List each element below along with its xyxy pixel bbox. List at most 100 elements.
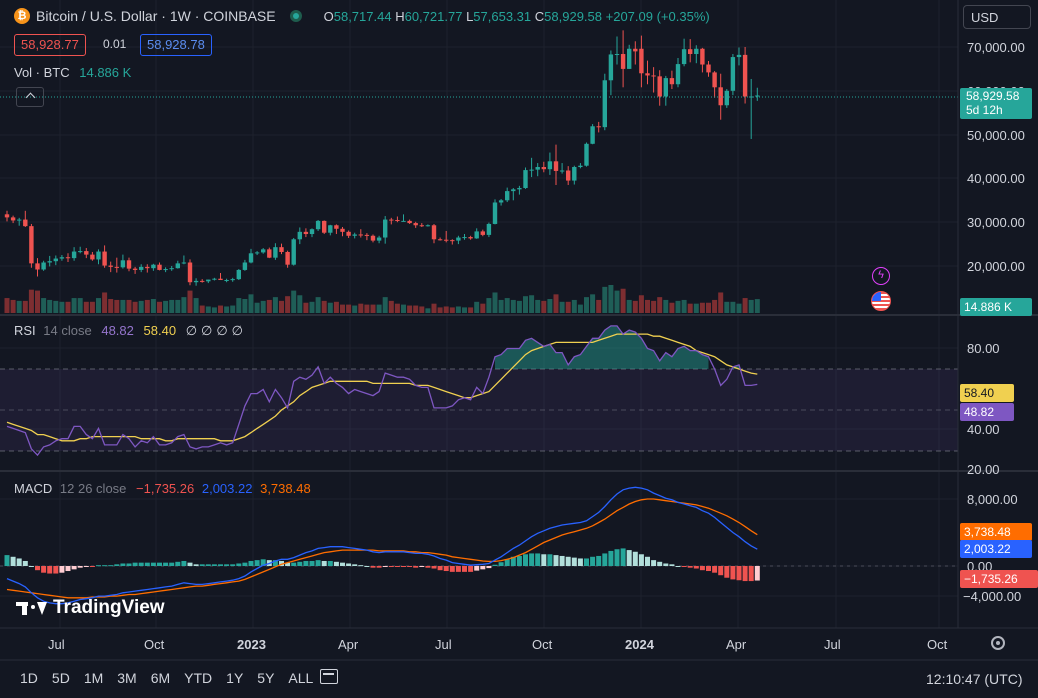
last-price-tag: 58,929.58 5d 12h [960, 88, 1032, 119]
macd-histogram-bar [340, 562, 345, 566]
candle-body [279, 247, 284, 252]
volume-bar [65, 301, 71, 313]
currency-select[interactable]: USD [963, 5, 1031, 29]
rsi-tick-label: 20.00 [967, 462, 1000, 477]
volume-bar [584, 297, 589, 313]
macd-histogram-bar [559, 555, 565, 566]
volume-bar [413, 305, 419, 313]
macd-histogram-bar [358, 565, 364, 567]
candle-body [639, 48, 644, 74]
volume-bar [224, 306, 230, 313]
volume-bar [681, 299, 687, 313]
low-value: 57,653.31 [473, 8, 532, 24]
candle-body [456, 237, 461, 241]
open-label: O [323, 8, 334, 24]
candle-body [169, 268, 174, 270]
candle-body [590, 126, 595, 144]
clock[interactable]: 12:10:47 (UTC) [926, 671, 1023, 687]
range-6m[interactable]: 6M [150, 670, 171, 686]
volume-bar [333, 301, 339, 313]
macd-histogram-bar [748, 566, 754, 582]
range-3m[interactable]: 3M [117, 670, 137, 686]
range-1m[interactable]: 1M [83, 670, 104, 686]
macd-histogram-bar [163, 562, 169, 566]
volume-bar [193, 298, 199, 313]
volume-bar [138, 300, 144, 313]
symbol-title[interactable]: Bitcoin / U.S. Dollar · 1W · COINBASE [36, 8, 276, 24]
macd-histogram-bar [65, 566, 71, 572]
na-icon: ∅ [201, 323, 217, 338]
candle-body [267, 249, 272, 258]
macd-histogram-bar [413, 566, 419, 568]
candle-body [114, 266, 119, 268]
macd-histogram-bar [681, 566, 687, 567]
volume-bar [443, 306, 449, 313]
us-flag-event-icon[interactable] [871, 291, 891, 311]
volume-bar [346, 304, 352, 313]
range-all[interactable]: ALL [288, 670, 314, 686]
candle-body [126, 260, 132, 269]
range-1d[interactable]: 1D [20, 670, 38, 686]
sell-price: 58,928.77 [21, 37, 79, 52]
candle-body [553, 161, 559, 171]
rsi-na-values: ∅∅∅∅ [186, 323, 247, 338]
macd-signal-line [6, 498, 758, 599]
candle-body [132, 268, 138, 270]
settings-icon[interactable] [991, 636, 1005, 650]
rsi-name[interactable]: RSI [14, 323, 36, 338]
last-price: 58,929.58 [966, 89, 1020, 103]
volume-bar [89, 301, 95, 313]
candle-body [675, 64, 681, 85]
tradingview-logo[interactable]: TradingView [16, 597, 165, 619]
candle-body [517, 188, 522, 190]
sell-price-box[interactable]: 58,928.77 [14, 34, 86, 56]
spread-value: 0.01 [103, 37, 127, 51]
volume-bar [260, 300, 266, 313]
buy-price-box[interactable]: 58,928.78 [140, 34, 212, 56]
macd-histogram-bar [181, 560, 187, 566]
macd-histogram-bar [553, 555, 559, 566]
volume-bar [205, 306, 211, 313]
macd-name[interactable]: MACD [14, 481, 53, 496]
macd-histogram-bar [47, 566, 53, 574]
change-value: +207.09 (+0.35%) [605, 8, 710, 24]
volume-bar [41, 298, 47, 313]
range-5d[interactable]: 5D [51, 670, 70, 686]
date-range-calendar-icon[interactable] [320, 669, 338, 684]
collapse-legend-button[interactable] [16, 87, 44, 107]
volume-bar [425, 308, 431, 313]
macd-histogram-bar [736, 566, 742, 581]
time-tick-label: Apr [726, 637, 747, 652]
volume-bar [71, 298, 77, 313]
volume-bar [279, 300, 284, 313]
volume-bar [455, 306, 461, 313]
candle-body [681, 49, 687, 65]
market-status-icon[interactable] [289, 10, 302, 22]
volume-tag: 14.886 K [960, 298, 1032, 316]
rsi-ma-tag-value: 58.40 [964, 386, 995, 400]
volume-bar [370, 304, 376, 313]
candle-body [602, 80, 607, 128]
macd-histogram-bar [541, 554, 547, 566]
volume-bar [16, 300, 22, 313]
candle-body [10, 217, 16, 221]
volume-bar [620, 288, 626, 313]
range-5y[interactable]: 5Y [257, 670, 275, 686]
volume-bar [480, 303, 486, 313]
volume-legend: Vol · BTC 14.886 K [14, 65, 131, 80]
macd-histogram-bar [388, 566, 394, 567]
lightning-event-icon[interactable]: ϟ [872, 267, 890, 285]
volume-bar [187, 290, 193, 313]
macd-histogram-bar [175, 561, 181, 566]
rsi-lines [6, 325, 758, 457]
volume-bar [10, 299, 16, 313]
macd-histogram-bar [16, 558, 22, 566]
macd-histogram-bar [297, 561, 303, 566]
candle-body [627, 48, 632, 69]
candle-body [29, 226, 34, 264]
volume-bar [297, 295, 303, 313]
rsi-overbought-area [495, 325, 709, 369]
range-ytd[interactable]: YTD [184, 670, 213, 686]
range-1y[interactable]: 1Y [226, 670, 244, 686]
